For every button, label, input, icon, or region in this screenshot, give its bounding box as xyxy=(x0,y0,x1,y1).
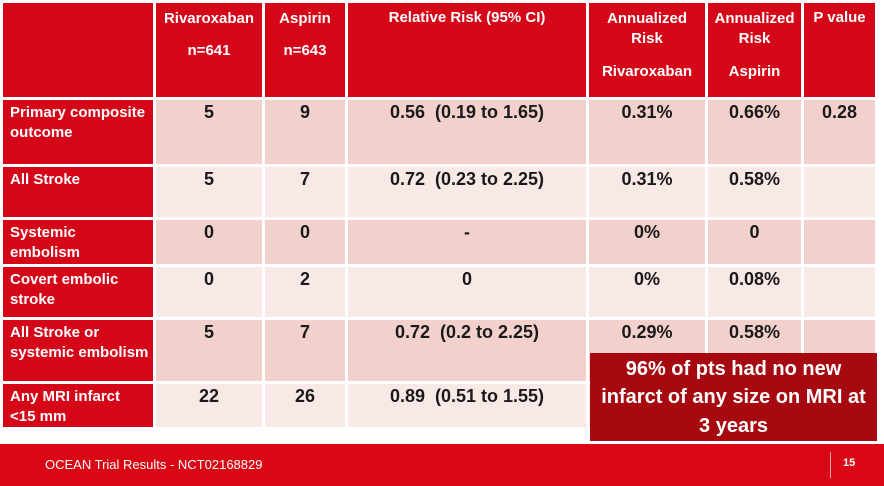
footer-divider xyxy=(830,452,831,478)
table-cell: 22 xyxy=(156,383,262,427)
callout-box: 96% of pts had no new infarct of any siz… xyxy=(590,353,877,441)
col-header-rivaroxaban-label: Rivaroxaban xyxy=(163,10,255,27)
table-cell: 0 xyxy=(708,220,801,264)
table-cell: 26 xyxy=(265,383,345,427)
table-cell: 0 xyxy=(265,220,345,264)
col-header-annualized-risk-rivaroxaban: Annualized Risk Rivaroxaban xyxy=(589,3,705,97)
table-cell: 0.89 (0.51 to 1.55) xyxy=(348,383,586,427)
col-header-aspirin: Aspirin n=643 xyxy=(265,3,345,97)
table-cell: 0.72 (0.2 to 2.25) xyxy=(348,319,586,381)
col-header-annualized-aspirin-sub: Aspirin xyxy=(728,62,781,80)
table-cell: 0.72 (0.23 to 2.25) xyxy=(348,167,586,217)
table-cell: 0.28 xyxy=(804,100,875,164)
callout-text: 96% of pts had no new infarct of any siz… xyxy=(601,358,866,437)
table-cell: 0% xyxy=(589,220,705,264)
row-label: Any MRI infarct <15 mm xyxy=(3,383,153,427)
col-header-aspirin-n: n=643 xyxy=(283,42,327,60)
col-header-relative-risk: Relative Risk (95% CI) xyxy=(348,3,586,97)
col-header-rivaroxaban-n: n=641 xyxy=(187,42,231,60)
col-header-annualized-rivaroxaban-sub: Rivaroxaban xyxy=(601,62,693,80)
col-header-annualized-risk-label: Annualized Risk xyxy=(714,10,795,48)
table-cell: 9 xyxy=(265,100,345,164)
table-row-all-stroke-or-systemic-embolism: All Stroke or systemic embolism 5 7 0.72… xyxy=(3,319,875,381)
table-cell: 0 xyxy=(348,266,586,317)
col-header-annualized-risk-label: Annualized Risk xyxy=(606,10,687,48)
col-header-annualized-risk-aspirin: Annualized Risk Aspirin xyxy=(708,3,801,97)
header-row: Rivaroxaban n=641 Aspirin n=643 Relative… xyxy=(3,3,875,97)
table-cell: 0% xyxy=(589,266,705,317)
table-cell: 0.58% xyxy=(708,167,801,217)
row-label: Primary composite outcome xyxy=(3,100,153,164)
table-cell: 0.56 (0.19 to 1.65) xyxy=(348,100,586,164)
table-cell: 5 xyxy=(156,319,262,381)
col-header-p-value: P value xyxy=(804,3,875,97)
table-cell xyxy=(804,167,875,217)
table-row-covert-embolic-stroke: Covert embolic stroke 0 2 0 0% 0.08% xyxy=(3,266,875,317)
table-row-primary-composite-outcome: Primary composite outcome 5 9 0.56 (0.19… xyxy=(3,100,875,164)
table-cell: 0.31% xyxy=(589,167,705,217)
results-table: Rivaroxaban n=641 Aspirin n=643 Relative… xyxy=(3,3,875,427)
table-row-systemic-embolism: Systemic embolism 0 0 - 0% 0 xyxy=(3,220,875,264)
table-cell: 0.66% xyxy=(708,100,801,164)
footer-title: OCEAN Trial Results - NCT02168829 xyxy=(45,457,263,472)
table-cell xyxy=(804,266,875,317)
table-cell: 5 xyxy=(156,100,262,164)
table-cell: 0 xyxy=(156,266,262,317)
col-header-aspirin-label: Aspirin xyxy=(279,10,331,27)
col-header-rivaroxaban: Rivaroxaban n=641 xyxy=(156,3,262,97)
table-cell: 2 xyxy=(265,266,345,317)
row-label: All Stroke xyxy=(3,167,153,217)
table-cell: 0 xyxy=(156,220,262,264)
table-cell: 5 xyxy=(156,167,262,217)
corner-cell xyxy=(3,3,153,97)
table-cell: 7 xyxy=(265,167,345,217)
table-cell: - xyxy=(348,220,586,264)
page-number: 15 xyxy=(843,457,856,469)
table-cell: 0.08% xyxy=(708,266,801,317)
table-row-all-stroke: All Stroke 5 7 0.72 (0.23 to 2.25) 0.31%… xyxy=(3,167,875,217)
footer-bar: OCEAN Trial Results - NCT02168829 15 xyxy=(0,444,884,486)
table-cell: 7 xyxy=(265,319,345,381)
table-cell: 0.31% xyxy=(589,100,705,164)
row-label: Systemic embolism xyxy=(3,220,153,264)
row-label: Covert embolic stroke xyxy=(3,266,153,317)
row-label: All Stroke or systemic embolism xyxy=(3,319,153,381)
table-cell xyxy=(804,220,875,264)
